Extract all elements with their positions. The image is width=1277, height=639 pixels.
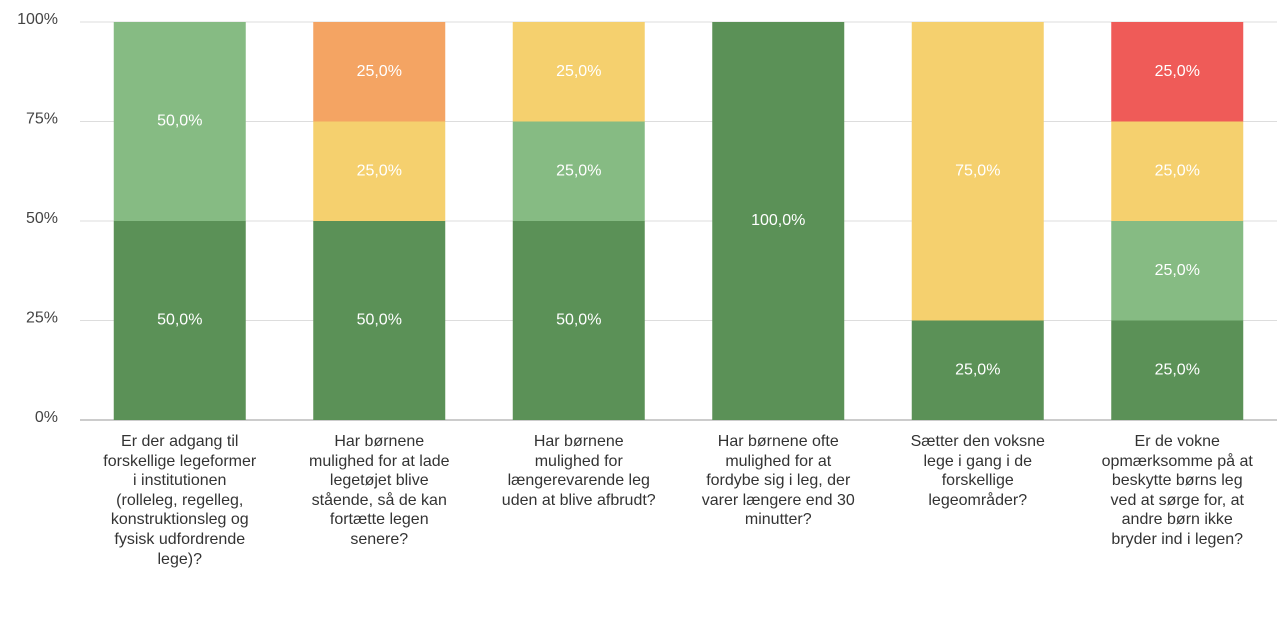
bar-segment [1111,22,1244,122]
bar-segment [712,22,845,420]
y-tick-label: 100% [17,11,58,28]
data-label: 25,0% [1155,63,1200,80]
data-label: 25,0% [955,361,1000,378]
bar-segment [1111,320,1244,420]
x-tick-label: Har børnene mulighed for længerevarende … [501,433,656,509]
bar-segment [313,121,446,221]
bar-segment [1111,121,1244,221]
data-label: 25,0% [1155,361,1200,378]
data-label: 25,0% [1155,262,1200,279]
data-label: 50,0% [357,312,402,329]
data-label: 50,0% [556,312,601,329]
bar-segment [512,221,645,420]
y-tick-label: 0% [35,409,58,426]
bar-segment [911,320,1044,420]
bar-segment [911,22,1044,321]
bar-segment [113,22,246,221]
data-label: 25,0% [556,162,601,179]
y-tick-label: 75% [26,111,58,128]
data-label: 25,0% [556,63,601,80]
x-tick-label: Har børnene ofte mulighed for at fordybe… [701,433,855,529]
bar-segment [313,22,446,122]
bar-segment [1111,221,1244,321]
y-tick-label: 50% [26,210,58,227]
bar-segment [113,221,246,420]
y-tick-label: 25% [26,310,58,327]
bar-segment [313,221,446,420]
data-label: 50,0% [157,312,202,329]
data-label: 50,0% [157,113,202,130]
x-tick-label: Er der adgang til forskellige legeformer… [103,433,257,568]
data-label: 25,0% [357,162,402,179]
bar-segment [512,121,645,221]
x-tick-label: Har børnene mulighed for at lade legetøj… [308,433,450,548]
data-label: 25,0% [1155,162,1200,179]
x-tick-label: Sætter den voksne lege i gang i de forsk… [910,433,1045,509]
data-label: 25,0% [357,63,402,80]
data-label: 75,0% [955,162,1000,179]
x-tick-label: Er de vokne opmærksomme på at beskytte b… [1101,433,1253,548]
bar-segment [512,22,645,122]
data-label: 100,0% [751,212,805,229]
